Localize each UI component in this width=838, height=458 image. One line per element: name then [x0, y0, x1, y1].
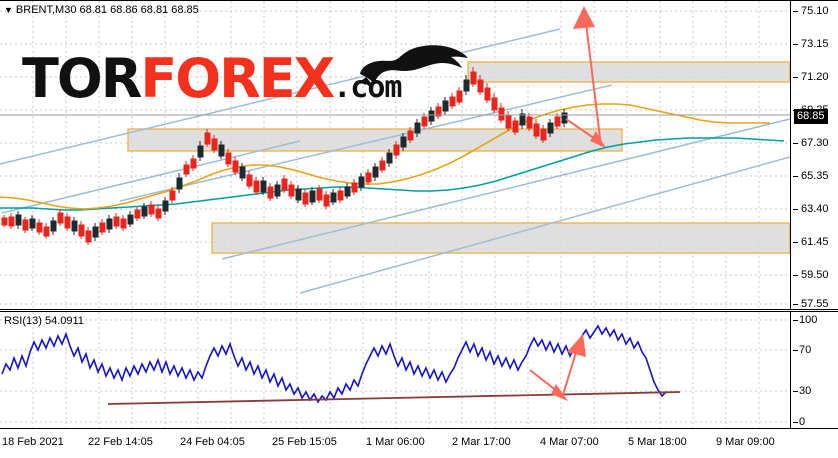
time-label-0: 18 Feb 2021: [2, 436, 64, 448]
price-plot-area[interactable]: [0, 1, 790, 309]
rsi-tick-0: 100: [799, 314, 818, 326]
forecast-arrow-price: [565, 6, 606, 148]
zone-rectangles: [127, 61, 790, 254]
rsi-grid: [0, 312, 790, 428]
price-chart-svg: [0, 1, 790, 309]
rsi-plot-area[interactable]: [0, 312, 790, 428]
time-label-8: 9 Mar 09:00: [716, 436, 775, 448]
rsi-indicator-header[interactable]: RSI(13) 54.0911: [4, 315, 84, 327]
rsi-trend-line: [107, 391, 681, 405]
time-axis[interactable]: 18 Feb 2021 22 Feb 14:05 24 Feb 04:05 25…: [0, 430, 838, 458]
price-panel: 75.10 73.15 71.20 69.25 67.30 65.35 63.4…: [0, 0, 838, 310]
rsi-panel: 100 70 30 0: [0, 311, 838, 429]
price-tick-1: 73.15: [801, 38, 829, 50]
symbol-header[interactable]: ▼ BRENT,M30 68.81 68.86 68.81 68.85: [4, 4, 199, 16]
zone-lower: [211, 222, 790, 254]
rsi-tick-1: 70: [799, 344, 812, 356]
chevron-down-icon[interactable]: ▼: [4, 5, 13, 15]
rsi-tick-2: 30: [799, 385, 812, 397]
time-label-2: 24 Feb 04:05: [180, 436, 245, 448]
price-tick-2: 71.20: [801, 71, 829, 83]
rsi-axis-separator: [790, 312, 791, 429]
current-price-tag: 68.85: [794, 109, 828, 124]
symbol-header-text: BRENT,M30 68.81 68.86 68.81 68.85: [15, 4, 199, 16]
forecast-arrow-rsi: [529, 334, 586, 401]
zone-middle: [127, 128, 623, 152]
time-label-1: 22 Feb 14:05: [88, 436, 153, 448]
price-tick-8: 59.50: [801, 269, 829, 281]
time-label-6: 4 Mar 07:00: [540, 436, 599, 448]
price-tick-6: 63.40: [801, 203, 829, 215]
price-tick-5: 65.35: [801, 170, 829, 182]
rsi-chart-svg: [0, 312, 790, 428]
price-axis-labels[interactable]: 75.10 73.15 71.20 69.25 67.30 65.35 63.4…: [793, 1, 838, 310]
price-tick-7: 61.45: [801, 236, 829, 248]
time-label-5: 2 Mar 17:00: [452, 436, 511, 448]
time-label-7: 5 Mar 18:00: [628, 436, 687, 448]
rsi-line: [1, 324, 667, 404]
zone-upper: [467, 61, 790, 83]
candlestick-series: [1, 67, 568, 245]
price-axis-separator: [790, 1, 791, 310]
ma-fast-line: [0, 103, 770, 210]
price-tick-0: 75.10: [801, 5, 829, 17]
time-label-4: 1 Mar 06:00: [366, 436, 425, 448]
time-label-3: 25 Feb 15:05: [272, 436, 337, 448]
ma-slow-line: [0, 137, 785, 211]
price-tick-4: 67.30: [801, 137, 829, 149]
rsi-tick-3: 0: [799, 416, 806, 428]
rsi-axis-labels[interactable]: 100 70 30 0: [793, 312, 838, 428]
price-tick-9: 57.55: [801, 298, 829, 310]
